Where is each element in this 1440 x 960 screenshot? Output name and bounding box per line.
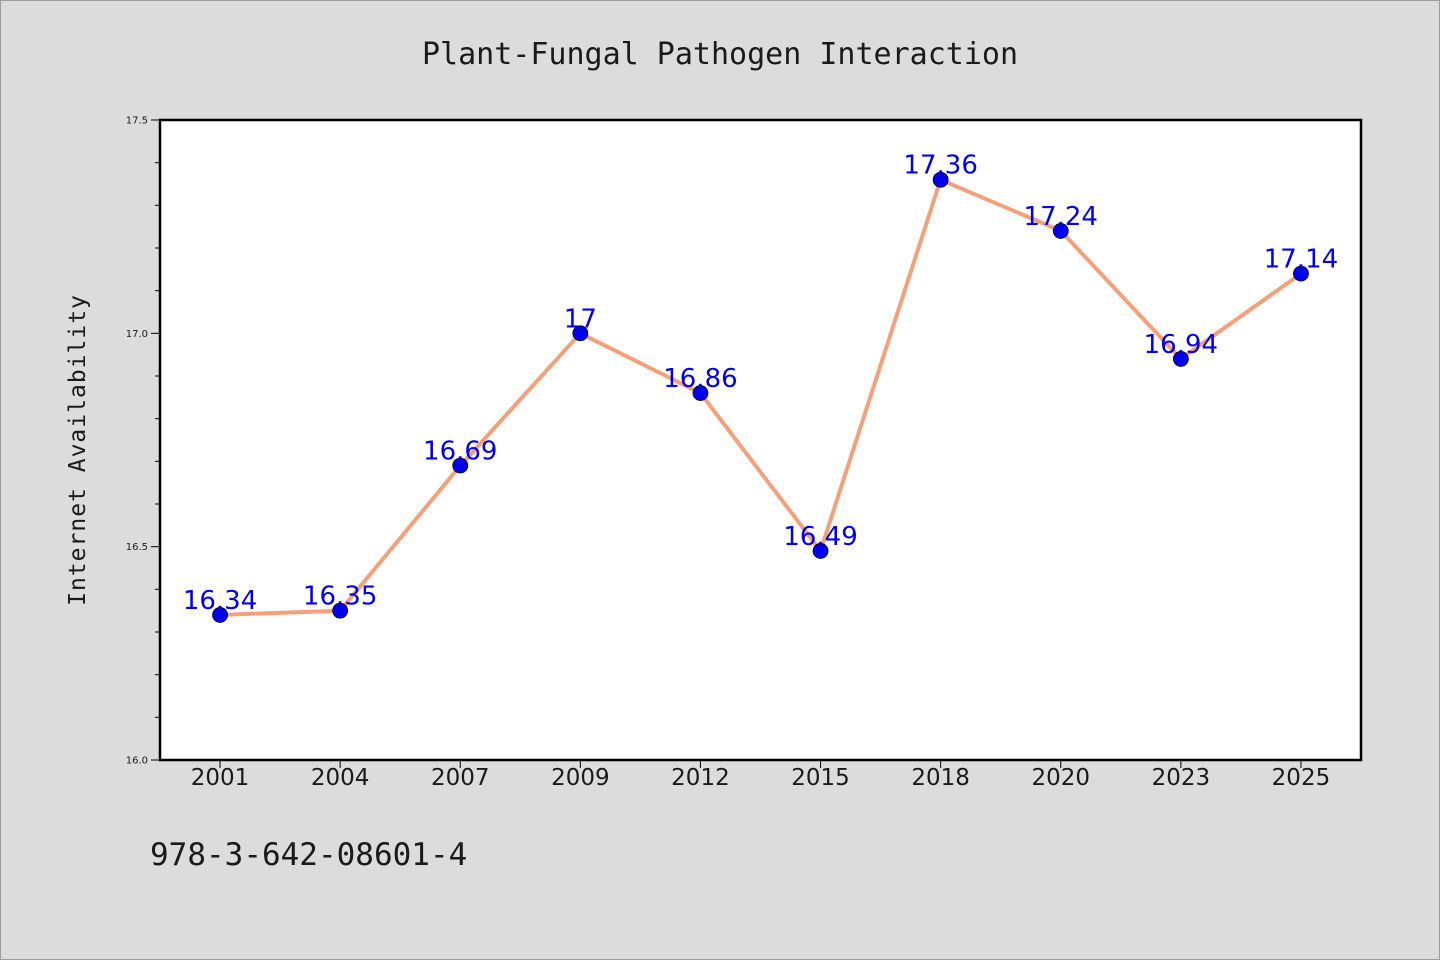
data-label: 16.49: [783, 522, 857, 552]
x-tick-label: 2015: [791, 765, 850, 791]
x-tick-label: 2004: [311, 765, 370, 791]
data-label: 17.24: [1024, 202, 1098, 232]
data-label: 16.86: [663, 364, 737, 394]
x-tick-label: 2023: [1152, 765, 1211, 791]
data-label: 16.34: [183, 586, 257, 616]
data-series: 16.34 16.35 16.69 17 16.86 16.49 17.36 17.24 16.…: [183, 151, 1338, 623]
y-tick-label: 16.0: [126, 756, 148, 767]
x-tick-label: 2018: [911, 765, 970, 791]
data-label: 17.14: [1264, 245, 1338, 275]
series-line: [218, 177, 1303, 617]
x-tick-label: 2012: [671, 765, 730, 791]
data-point: [332, 602, 349, 619]
data-label: 16.69: [423, 437, 497, 467]
data-point: [212, 607, 228, 623]
y-tick-label: 17.0: [126, 329, 148, 340]
x-tick-label: 2007: [431, 765, 490, 791]
y-tick-label: 17.5: [126, 116, 148, 127]
data-label: 17: [564, 304, 597, 334]
data-point: [1052, 223, 1069, 239]
x-tick-label: 2009: [551, 765, 610, 791]
data-point: [572, 325, 589, 342]
data-point: [812, 543, 829, 559]
x-tick-label: 2001: [191, 765, 250, 791]
plot-frame: [158, 118, 1363, 762]
data-point: [452, 457, 469, 474]
footnote-isbn: 978-3-642-08601-4: [150, 837, 467, 873]
data-point: [932, 171, 949, 188]
plot-area: [160, 120, 1361, 760]
chart-title: Plant-Fungal Pathogen Interaction: [422, 37, 1018, 72]
x-axis: 2001 2004 2007 2009 2012 2015 2018 2020 2023 2025: [191, 760, 1330, 791]
data-label: 16.35: [303, 582, 377, 612]
data-label: 16.94: [1144, 330, 1218, 360]
y-axis-label: Internet Availability: [65, 294, 91, 606]
y-axis: 16.0 16.5 17.0 17.5: [126, 116, 160, 767]
data-point: [1172, 351, 1189, 367]
x-tick-label: 2020: [1031, 765, 1090, 791]
data-point: [1293, 265, 1309, 282]
data-label: 17.36: [903, 151, 977, 181]
data-point: [692, 385, 709, 401]
x-tick-label: 2025: [1272, 765, 1331, 791]
y-tick-label: 16.5: [126, 542, 148, 553]
